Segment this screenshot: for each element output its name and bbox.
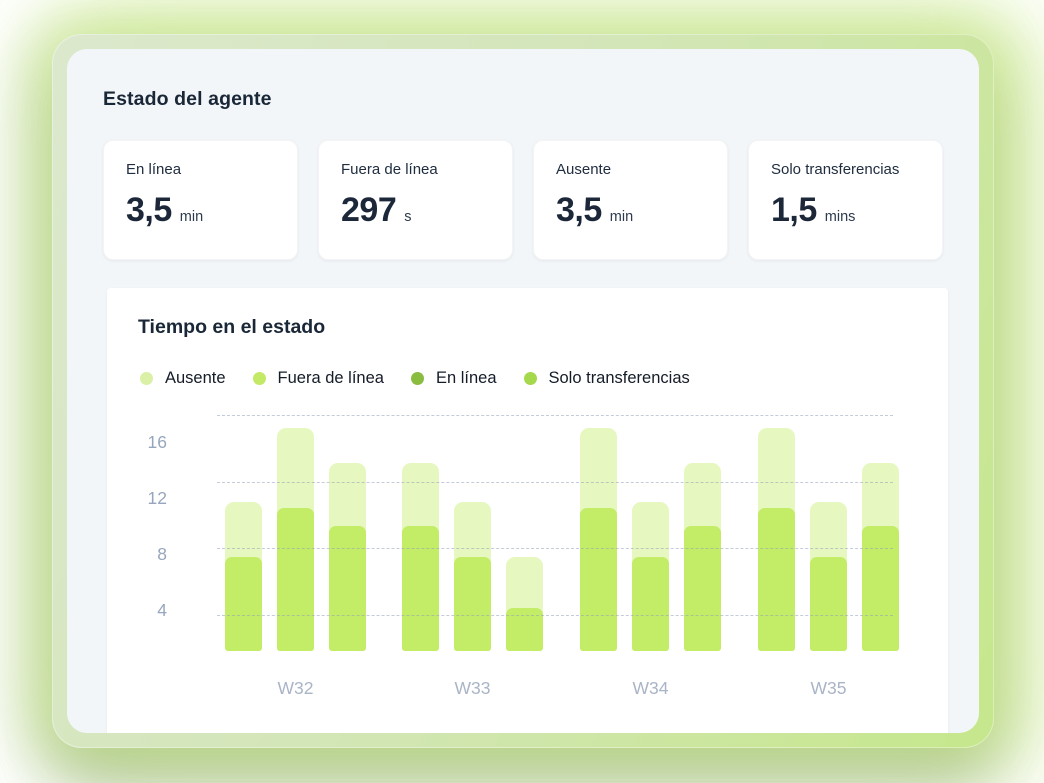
y-axis-tick: 8 — [157, 544, 167, 565]
bar-filled-segment — [758, 507, 795, 651]
stat-card-value: 3,5 min — [126, 191, 275, 230]
stat-card-online: En línea 3,5 min — [103, 140, 298, 260]
chart-legend: Ausente Fuera de línea En línea Solo tra… — [140, 369, 690, 388]
bar-filled-segment — [454, 557, 491, 651]
legend-label: En línea — [435, 369, 497, 387]
stacked-bar-chart: 16 12 8 4 W32 W33 W34 W35 — [107, 288, 948, 733]
stat-card-transfers-only: Solo transferencias 1,5 mins — [748, 140, 943, 260]
y-axis-tick: 4 — [157, 600, 167, 621]
legend-dot-icon — [140, 372, 153, 385]
dashboard-panel: Estado del agente En línea 3,5 min Fuera… — [67, 49, 979, 733]
x-axis-tick: W34 — [632, 678, 669, 698]
stat-value-unit: min — [179, 209, 204, 225]
legend-item-online: En línea — [410, 369, 497, 388]
stat-card-offline: Fuera de línea 297 s — [318, 140, 513, 260]
gridline — [217, 482, 893, 483]
stat-card-value: 1,5 mins — [771, 191, 920, 230]
legend-dot-icon — [410, 372, 424, 385]
gridline — [217, 615, 893, 616]
stat-value-number: 297 — [341, 191, 397, 229]
stat-value-unit: min — [609, 209, 634, 225]
bar-filled-segment — [506, 607, 543, 651]
bar-filled-segment — [632, 557, 669, 651]
stat-card-away: Ausente 3,5 min — [533, 140, 728, 260]
bar-filled-segment — [402, 526, 439, 651]
stat-card-label: Solo transferencias — [771, 161, 900, 178]
stat-value-number: 1,5 — [771, 191, 817, 229]
stat-card-value: 3,5 min — [556, 191, 705, 230]
legend-label: Solo transferencias — [548, 369, 690, 387]
stat-value-number: 3,5 — [126, 191, 172, 229]
x-axis-tick: W33 — [454, 678, 491, 698]
legend-label: Ausente — [165, 369, 226, 387]
bar-filled-segment — [862, 526, 899, 651]
gridline — [217, 415, 893, 416]
bar-filled-segment — [277, 507, 314, 651]
legend-dot-icon — [523, 372, 537, 385]
y-axis-tick: 12 — [147, 488, 167, 508]
x-axis-tick: W32 — [277, 678, 314, 698]
legend-item-offline: Fuera de línea — [252, 369, 384, 388]
gridline — [217, 548, 893, 549]
legend-dot-icon — [252, 372, 266, 385]
stat-cards-row: En línea 3,5 min Fuera de línea 297 s Au… — [103, 140, 979, 260]
bar-filled-segment — [684, 526, 721, 651]
bar-filled-segment — [810, 557, 847, 651]
legend-label: Fuera de línea — [277, 369, 384, 387]
panel-frame: Estado del agente En línea 3,5 min Fuera… — [52, 34, 994, 748]
page-title: Estado del agente — [103, 88, 272, 110]
y-axis-tick: 16 — [147, 431, 167, 452]
stat-card-label: Ausente — [556, 161, 612, 178]
stat-card-label: En línea — [126, 161, 182, 178]
chart-card: Tiempo en el estado Ausente Fuera de lín… — [107, 288, 948, 733]
stat-value-unit: mins — [824, 209, 856, 225]
legend-item-transfers-only: Solo transferencias — [523, 369, 690, 388]
x-axis-tick: W35 — [810, 678, 847, 698]
bar-filled-segment — [580, 507, 617, 651]
bar-filled-segment — [329, 526, 366, 651]
stat-value-unit: s — [404, 209, 412, 225]
chart-title: Tiempo en el estado — [138, 316, 326, 338]
stat-value-number: 3,5 — [556, 191, 602, 229]
stat-card-value: 297 s — [341, 191, 490, 230]
stat-card-label: Fuera de línea — [341, 161, 438, 178]
bar-filled-segment — [225, 557, 262, 651]
legend-item-away: Ausente — [140, 369, 226, 388]
